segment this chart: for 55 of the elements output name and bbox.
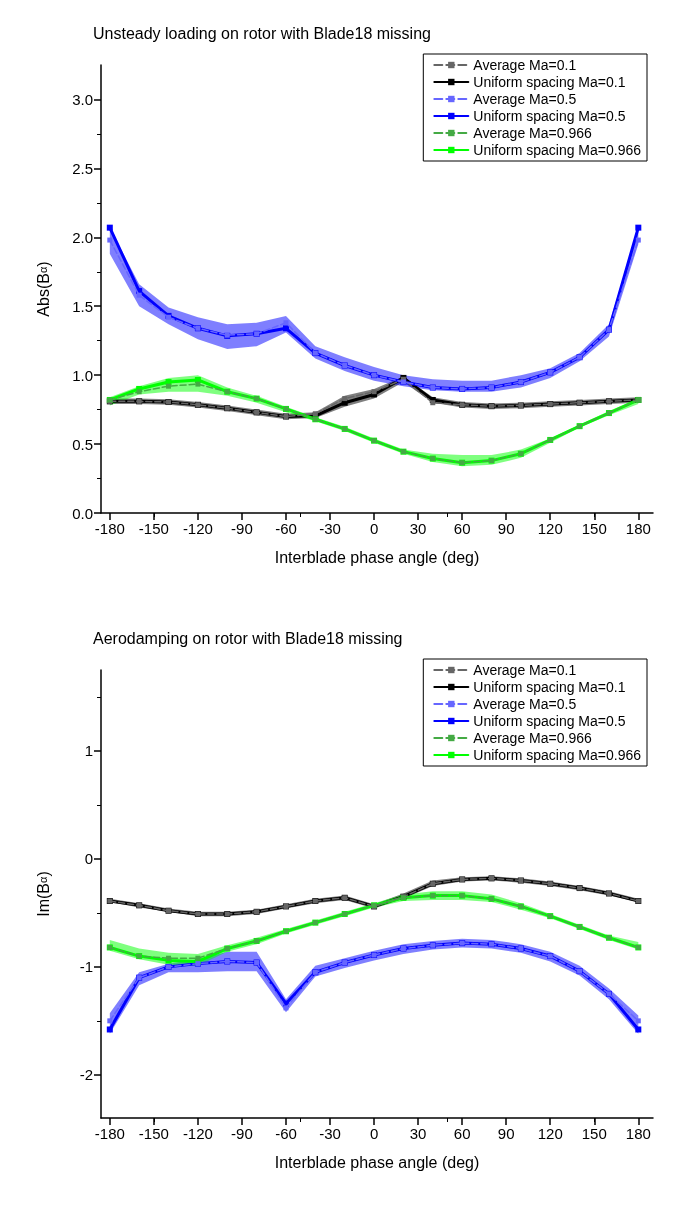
x-tick-label: -120 bbox=[182, 1125, 213, 1142]
x-tick-label: -150 bbox=[138, 1125, 169, 1142]
x-tick-label: 90 bbox=[497, 520, 515, 537]
x-tick-label: 150 bbox=[581, 1125, 607, 1142]
legend-label: Uniform spacing Ma=0.5 bbox=[473, 108, 626, 124]
chart-title: Aerodamping on rotor with Blade18 missing bbox=[93, 629, 403, 647]
legend-label: Average Ma=0.1 bbox=[473, 662, 577, 678]
legend-label: Average Ma=0.5 bbox=[473, 91, 577, 107]
y-tick-label: 1.0 bbox=[72, 366, 93, 384]
y-axis-title: Im(Bα) bbox=[34, 871, 52, 917]
legend-label: Uniform spacing Ma=0.5 bbox=[473, 713, 626, 729]
x-tick-label: 180 bbox=[625, 520, 651, 537]
legend-label: Uniform spacing Ma=0.1 bbox=[473, 74, 626, 90]
x-tick-label: -180 bbox=[94, 520, 125, 537]
legend-label: Uniform spacing Ma=0.966 bbox=[473, 747, 642, 763]
chart-title: Unsteady loading on rotor with Blade18 missing bbox=[93, 24, 431, 42]
legend-label: Average Ma=0.1 bbox=[473, 57, 577, 73]
x-tick-label: 0 bbox=[369, 1125, 379, 1142]
x-tick-label: 90 bbox=[497, 1125, 515, 1142]
y-tick-label: 2.5 bbox=[72, 159, 93, 177]
legend-label: Average Ma=0.5 bbox=[473, 696, 577, 712]
x-axis-title: Interblade phase angle (deg) bbox=[274, 1153, 480, 1171]
x-tick-label: 30 bbox=[409, 520, 427, 537]
x-tick-label: -60 bbox=[275, 520, 297, 537]
y-tick-label: -1 bbox=[79, 958, 93, 976]
x-tick-label: 120 bbox=[537, 520, 563, 537]
x-tick-label: -30 bbox=[319, 520, 341, 537]
y-tick-label: 1.5 bbox=[72, 297, 93, 315]
y-tick-label: -2 bbox=[79, 1066, 93, 1084]
y-tick-label: 0.5 bbox=[72, 435, 93, 453]
y-tick-label: 0 bbox=[84, 850, 93, 868]
y-tick-label: 1 bbox=[84, 742, 93, 760]
x-tick-label: 30 bbox=[409, 1125, 427, 1142]
x-tick-label: 60 bbox=[453, 1125, 471, 1142]
x-tick-label: -90 bbox=[231, 520, 253, 537]
y-tick-label: 0.0 bbox=[72, 504, 93, 522]
x-tick-label: -180 bbox=[94, 1125, 125, 1142]
x-axis-title: Interblade phase angle (deg) bbox=[274, 548, 480, 566]
legend-label: Average Ma=0.966 bbox=[473, 125, 592, 141]
legend-label: Uniform spacing Ma=0.1 bbox=[473, 679, 626, 695]
y-tick-label: 2.0 bbox=[72, 228, 93, 246]
legend-label: Average Ma=0.966 bbox=[473, 730, 592, 746]
y-axis-title: Abs(Bα) bbox=[34, 261, 52, 317]
x-tick-label: 0 bbox=[369, 520, 379, 537]
y-tick-label: 3.0 bbox=[72, 90, 93, 108]
x-tick-label: -90 bbox=[231, 1125, 253, 1142]
x-tick-label: -60 bbox=[275, 1125, 297, 1142]
legend-label: Uniform spacing Ma=0.966 bbox=[473, 142, 642, 158]
x-tick-label: -120 bbox=[182, 520, 213, 537]
x-tick-label: -30 bbox=[319, 1125, 341, 1142]
x-tick-label: -150 bbox=[138, 520, 169, 537]
x-tick-label: 120 bbox=[537, 1125, 563, 1142]
x-tick-label: 60 bbox=[453, 520, 471, 537]
x-tick-label: 150 bbox=[581, 520, 607, 537]
x-tick-label: 180 bbox=[625, 1125, 651, 1142]
